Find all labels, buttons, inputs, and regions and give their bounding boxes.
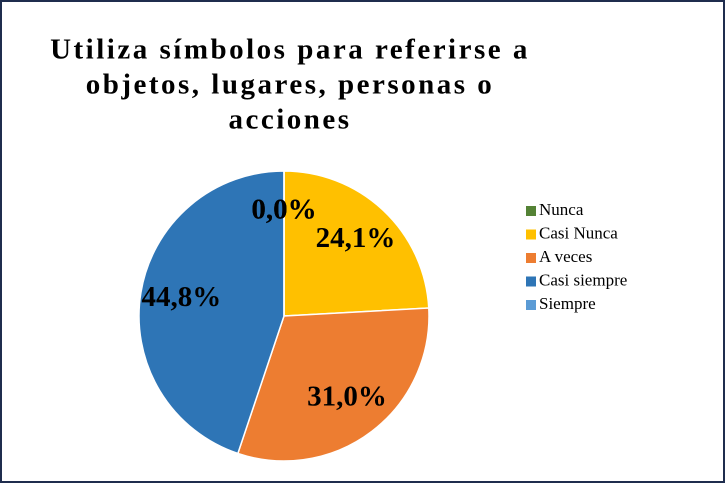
data-label: 44,8% — [141, 281, 221, 313]
legend-swatch — [526, 300, 536, 310]
data-label: 31,0% — [307, 380, 387, 412]
data-label: 0,0% — [251, 194, 316, 226]
legend-label: Casi siempre — [539, 270, 627, 289]
pie-slice — [138, 170, 285, 455]
legend-label: Nunca — [539, 200, 584, 219]
legend-label: A veces — [539, 247, 592, 266]
pie-slice — [236, 307, 430, 462]
legend-swatch — [526, 229, 536, 240]
data-label: 24,1% — [316, 222, 396, 254]
legend-swatch — [526, 253, 536, 263]
legend-swatch — [526, 276, 536, 287]
legend-swatch — [526, 206, 536, 216]
legend-label: Casi Nunca — [539, 223, 618, 242]
chart-title: Utiliza símbolos para referirse a — [50, 34, 530, 66]
pie-slice — [283, 170, 430, 317]
chart-title: acciones — [228, 104, 351, 136]
chart-title: objetos, lugares, personas o — [86, 69, 495, 101]
data-label: 0,0% — [251, 194, 316, 226]
legend-label: Siempre — [539, 294, 596, 313]
